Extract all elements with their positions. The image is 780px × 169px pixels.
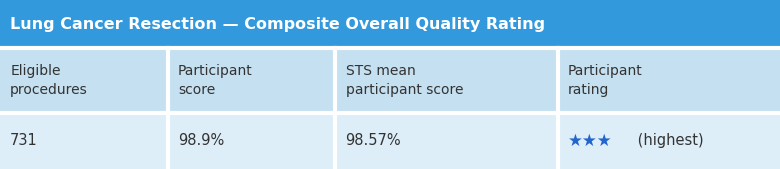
Bar — [0, 48, 780, 113]
Text: ★★★: ★★★ — [568, 132, 612, 150]
Text: Participant
rating: Participant rating — [568, 64, 643, 97]
Text: 731: 731 — [10, 133, 38, 148]
Text: 98.57%: 98.57% — [346, 133, 401, 148]
Bar — [0, 0, 780, 48]
Text: STS mean
participant score: STS mean participant score — [346, 64, 463, 97]
Text: Participant
score: Participant score — [178, 64, 253, 97]
Text: (highest): (highest) — [633, 133, 704, 148]
Text: Eligible
procedures: Eligible procedures — [10, 64, 88, 97]
Text: Lung Cancer Resection — Composite Overall Quality Rating: Lung Cancer Resection — Composite Overal… — [10, 17, 545, 32]
Text: 98.9%: 98.9% — [178, 133, 224, 148]
Bar — [0, 113, 780, 169]
